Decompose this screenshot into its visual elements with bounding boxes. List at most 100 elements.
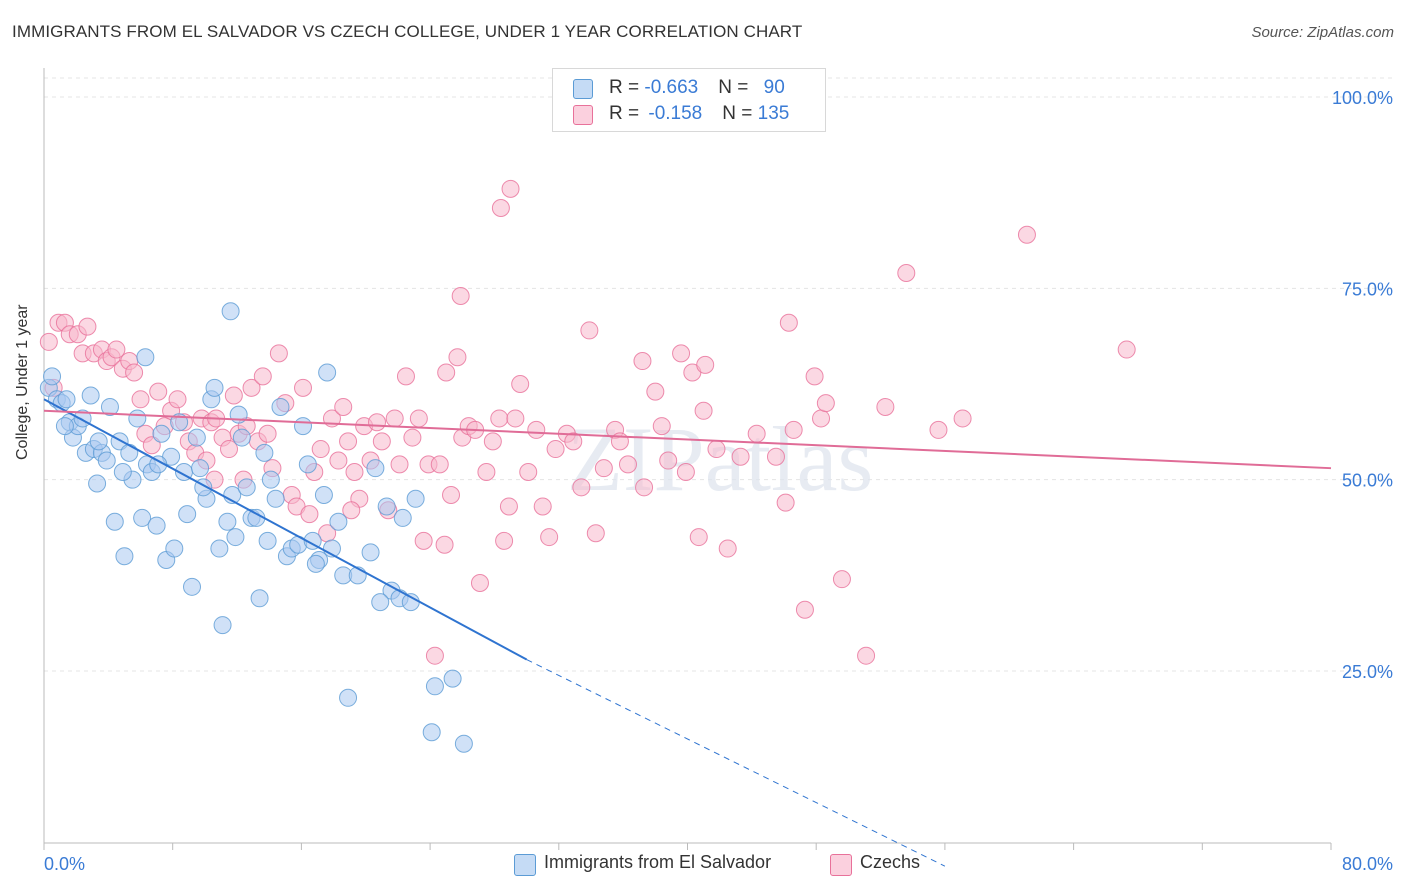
czechs-point [372, 432, 391, 451]
czechs-point [812, 409, 831, 428]
legend-label: Czechs [860, 852, 921, 872]
el-salvador-point [170, 413, 189, 432]
el-salvador-point [152, 424, 171, 443]
el-salvador-point [97, 451, 116, 470]
el-salvador-point [329, 512, 348, 531]
czechs-point [506, 409, 525, 428]
czechs-point [403, 428, 422, 447]
czechs-point [586, 524, 605, 543]
el-salvador-trendline-extension [526, 659, 946, 867]
czechs-point [448, 348, 467, 367]
el-salvador-point [303, 531, 322, 550]
legend-swatch-blue [514, 854, 536, 876]
czechs-point [345, 463, 364, 482]
correlation-legend: R = -0.663 N = 90 R = -0.158 N = 135 [552, 68, 826, 132]
czechs-point [437, 363, 456, 382]
czechs-point [776, 493, 795, 512]
tick-labels: 25.0% 50.0% 75.0% 100.0% 0.0% 80.0% [44, 88, 1393, 874]
legend-swatch-blue [573, 79, 593, 99]
el-salvador-point [88, 474, 107, 493]
el-salvador-point [377, 497, 396, 516]
el-salvador-point [261, 470, 280, 489]
el-salvador-point [250, 589, 269, 608]
czechs-point [747, 424, 766, 443]
el-salvador-point [57, 390, 76, 409]
czechs-point [269, 344, 288, 363]
czechs-point [396, 367, 415, 386]
czechs-point [477, 463, 496, 482]
czechs-point [294, 378, 313, 397]
legend-swatch-pink [573, 105, 593, 125]
el-salvador-point [258, 531, 277, 550]
el-salvador-point [183, 577, 202, 596]
czechs-point [805, 367, 824, 386]
czechs-point [220, 440, 239, 459]
el-salvador-point [205, 378, 224, 397]
el-salvador-point [89, 432, 108, 451]
el-salvador-point [266, 489, 285, 508]
chart-source: Source: ZipAtlas.com [1251, 24, 1394, 41]
x-tick-label: 80.0% [1342, 854, 1393, 874]
trendlines [43, 398, 1332, 867]
czechs-point [689, 528, 708, 547]
el-salvador-point [422, 723, 441, 742]
czechs-point [451, 286, 470, 305]
czechs-point [779, 313, 798, 332]
y-tick-label: 25.0% [1342, 662, 1393, 682]
el-salvador-point [81, 386, 100, 405]
czechs-point [470, 573, 489, 592]
el-salvador-point [218, 512, 237, 531]
czechs-point [385, 409, 404, 428]
czechs-trendline [43, 409, 1332, 470]
czechs-point [409, 409, 428, 428]
x-tick-label: 0.0% [44, 854, 85, 874]
legend-n-value: 135 [757, 103, 790, 124]
czechs-point [672, 344, 691, 363]
el-salvador-point [213, 616, 232, 635]
gridlines [44, 77, 1392, 672]
y-tick-label: 75.0% [1342, 279, 1393, 299]
czechs-point [499, 497, 518, 516]
el-salvador-point [232, 428, 251, 447]
el-salvador-point [306, 554, 325, 573]
el-salvador-point [105, 512, 124, 531]
el-salvador-point [191, 459, 210, 478]
czechs-point [334, 397, 353, 416]
czechs-point [125, 363, 144, 382]
series-legend: Immigrants from El Salvador Czechs [0, 852, 1406, 876]
czechs-point [816, 394, 835, 413]
legend-r-value: -0.158 [648, 103, 703, 124]
czechs-point [414, 531, 433, 550]
el-salvador-point [187, 428, 206, 447]
el-salvador-point [371, 593, 390, 612]
el-salvador-point [55, 417, 74, 436]
czechs-point [311, 440, 330, 459]
czechs-point [425, 646, 444, 665]
el-salvador-point [361, 543, 380, 562]
czechs-point [929, 420, 948, 439]
czechs-point [540, 528, 559, 547]
legend-n-value: 90 [763, 77, 785, 98]
el-salvador-point [298, 455, 317, 474]
y-tick-label: 100.0% [1332, 88, 1393, 108]
czechs-point [633, 352, 652, 371]
czechs-point [718, 539, 737, 558]
el-salvador-point [136, 348, 155, 367]
czechs-point [329, 451, 348, 470]
el-salvador-point [271, 397, 290, 416]
el-salvador-point [100, 397, 119, 416]
czechs-point [897, 264, 916, 283]
czechs-point [495, 531, 514, 550]
legend-label: Immigrants from El Salvador [544, 852, 772, 872]
el-salvador-point [147, 516, 166, 535]
el-salvador-point [226, 528, 245, 547]
el-salvador-trendline [43, 398, 528, 661]
czechs-point [694, 401, 713, 420]
czechs-point [339, 432, 358, 451]
czechs-point [533, 497, 552, 516]
el-salvador-point [221, 302, 240, 321]
chart-title: IMMIGRANTS FROM EL SALVADOR VS CZECH COL… [12, 22, 803, 41]
czechs-point [832, 570, 851, 589]
y-axis-label: College, Under 1 year [14, 304, 31, 460]
